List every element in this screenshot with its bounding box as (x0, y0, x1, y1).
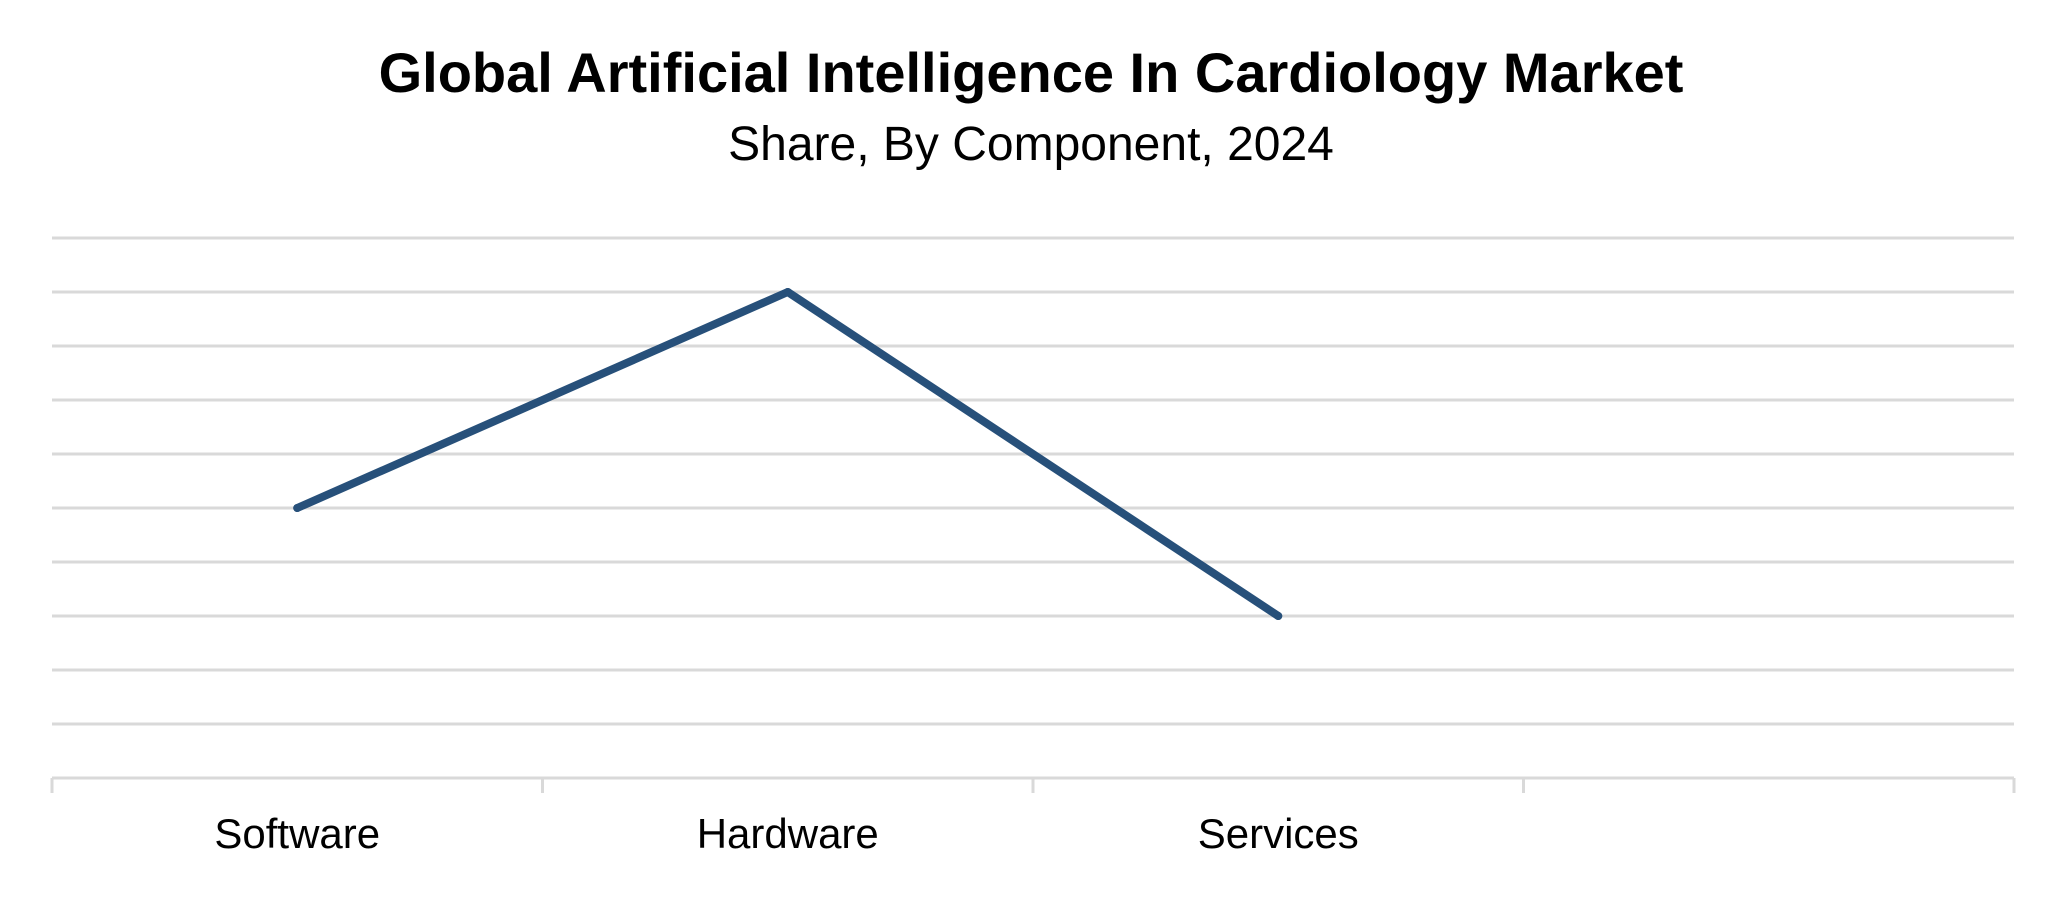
x-tick-label: Software (214, 810, 380, 857)
x-tick-labels: Software Hardware Services (214, 810, 1358, 857)
data-point (1274, 612, 1283, 620)
data-point (293, 504, 302, 512)
series-layer (293, 288, 1283, 620)
chart-subtitle: Share, By Component, 2024 (728, 118, 1334, 171)
x-tick-label: Hardware (697, 810, 879, 857)
gridlines (52, 236, 2014, 726)
chart-title: Global Artificial Intelligence In Cardio… (378, 41, 1684, 104)
x-tick-label: Services (1198, 810, 1359, 857)
data-point (783, 288, 792, 296)
x-axis (50, 776, 2016, 793)
